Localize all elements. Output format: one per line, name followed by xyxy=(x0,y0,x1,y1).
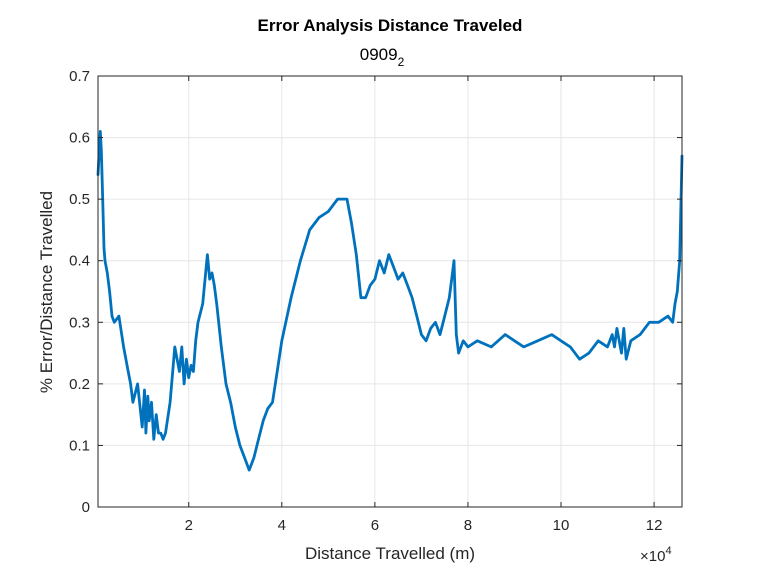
y-tick-label: 0.5 xyxy=(69,191,90,208)
plot-frame xyxy=(97,75,683,508)
y-tick-label: 0.4 xyxy=(69,253,90,270)
axis-ticks xyxy=(98,75,682,508)
x-tick-label: 12 xyxy=(646,517,663,534)
y-tick-label: 0 xyxy=(82,499,90,516)
y-tick-label: 0.3 xyxy=(69,314,90,331)
y-tick-label: 0.6 xyxy=(69,130,90,147)
x-tick-labels: 2 4 6 8 10 12 xyxy=(185,517,663,534)
subtitle-subscript: 2 xyxy=(398,55,405,69)
x-tick-label: 8 xyxy=(464,517,472,534)
y-tick-label: 0.2 xyxy=(69,376,90,393)
x-tick-label: 10 xyxy=(553,517,570,534)
x-tick-label: 6 xyxy=(371,517,379,534)
subtitle-main: 0909 xyxy=(360,45,398,64)
series-line-error xyxy=(96,129,684,472)
grid-lines xyxy=(98,76,682,507)
x-axis-multiplier: ×104 xyxy=(640,545,672,565)
x-multiplier-base: ×10 xyxy=(640,548,665,565)
y-tick-label: 0.1 xyxy=(69,437,90,454)
x-tick-label: 2 xyxy=(185,517,193,534)
chart-title: Error Analysis Distance Traveled xyxy=(258,16,523,35)
x-tick-label: 4 xyxy=(278,517,286,534)
y-axis-label: % Error/Distance Travelled xyxy=(37,191,56,393)
y-tick-label: 0.7 xyxy=(69,68,90,85)
x-multiplier-exponent: 4 xyxy=(665,545,671,557)
series-layer xyxy=(96,129,684,472)
y-tick-labels: 0 0.1 0.2 0.3 0.4 0.5 0.6 0.7 xyxy=(69,68,90,516)
x-axis-label: Distance Travelled (m) xyxy=(305,544,475,563)
chart-subtitle: 09092 xyxy=(360,45,405,69)
